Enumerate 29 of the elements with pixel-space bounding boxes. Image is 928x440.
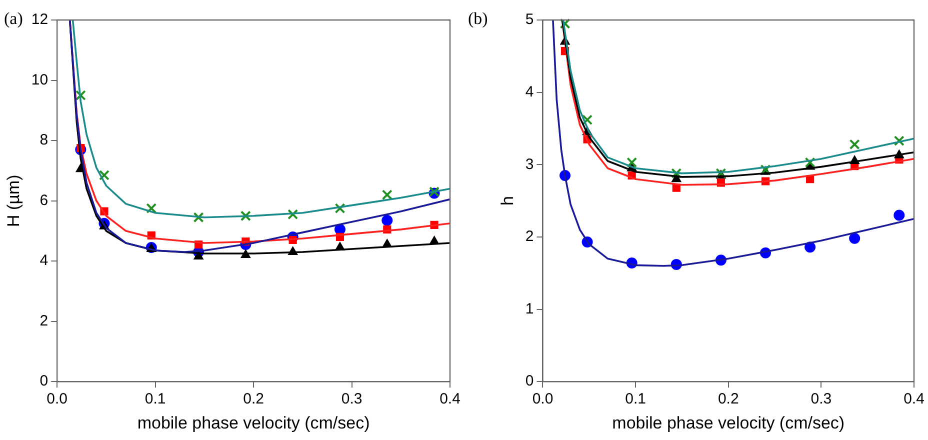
y-tick-label: 8 — [40, 132, 48, 149]
x-tick-label: 0.4 — [440, 390, 460, 408]
x-tick-label: 0.4 — [904, 390, 924, 408]
y-tick-label: 3 — [525, 156, 534, 173]
y-tick-label: 5 — [525, 11, 534, 28]
x-tick-label: 0.2 — [243, 390, 264, 408]
x-tick-label: 0.1 — [144, 390, 166, 408]
y-tick-label: 12 — [31, 11, 48, 28]
y-tick-label: 10 — [31, 71, 48, 88]
x-tick-label: 0.1 — [625, 390, 646, 408]
x-tick-label: 0.0 — [532, 390, 554, 408]
y-tick-label: 1 — [525, 300, 534, 318]
y-tick-label: 0 — [40, 372, 48, 390]
chart-title: (b) — [468, 8, 488, 28]
y-tick-label: 2 — [525, 228, 534, 246]
y-tick-label: 0 — [525, 372, 534, 390]
x-tick-label: 0.3 — [341, 390, 362, 408]
y-tick-label: 4 — [525, 83, 534, 100]
y-axis-title: h — [498, 196, 517, 206]
y-tick-label: 6 — [40, 192, 48, 209]
x-tick-label: 0.0 — [46, 390, 68, 408]
y-tick-label: 2 — [40, 312, 48, 330]
chart-title: (a) — [4, 8, 23, 28]
x-tick-label: 0.2 — [718, 390, 739, 408]
x-axis-title: mobile phase velocity (cm/sec) — [612, 413, 845, 432]
y-tick-label: 4 — [40, 252, 48, 270]
x-tick-label: 0.3 — [810, 390, 832, 408]
y-axis-title: H (µm) — [4, 174, 23, 227]
x-axis-title: mobile phase velocity (cm/sec) — [137, 413, 370, 432]
